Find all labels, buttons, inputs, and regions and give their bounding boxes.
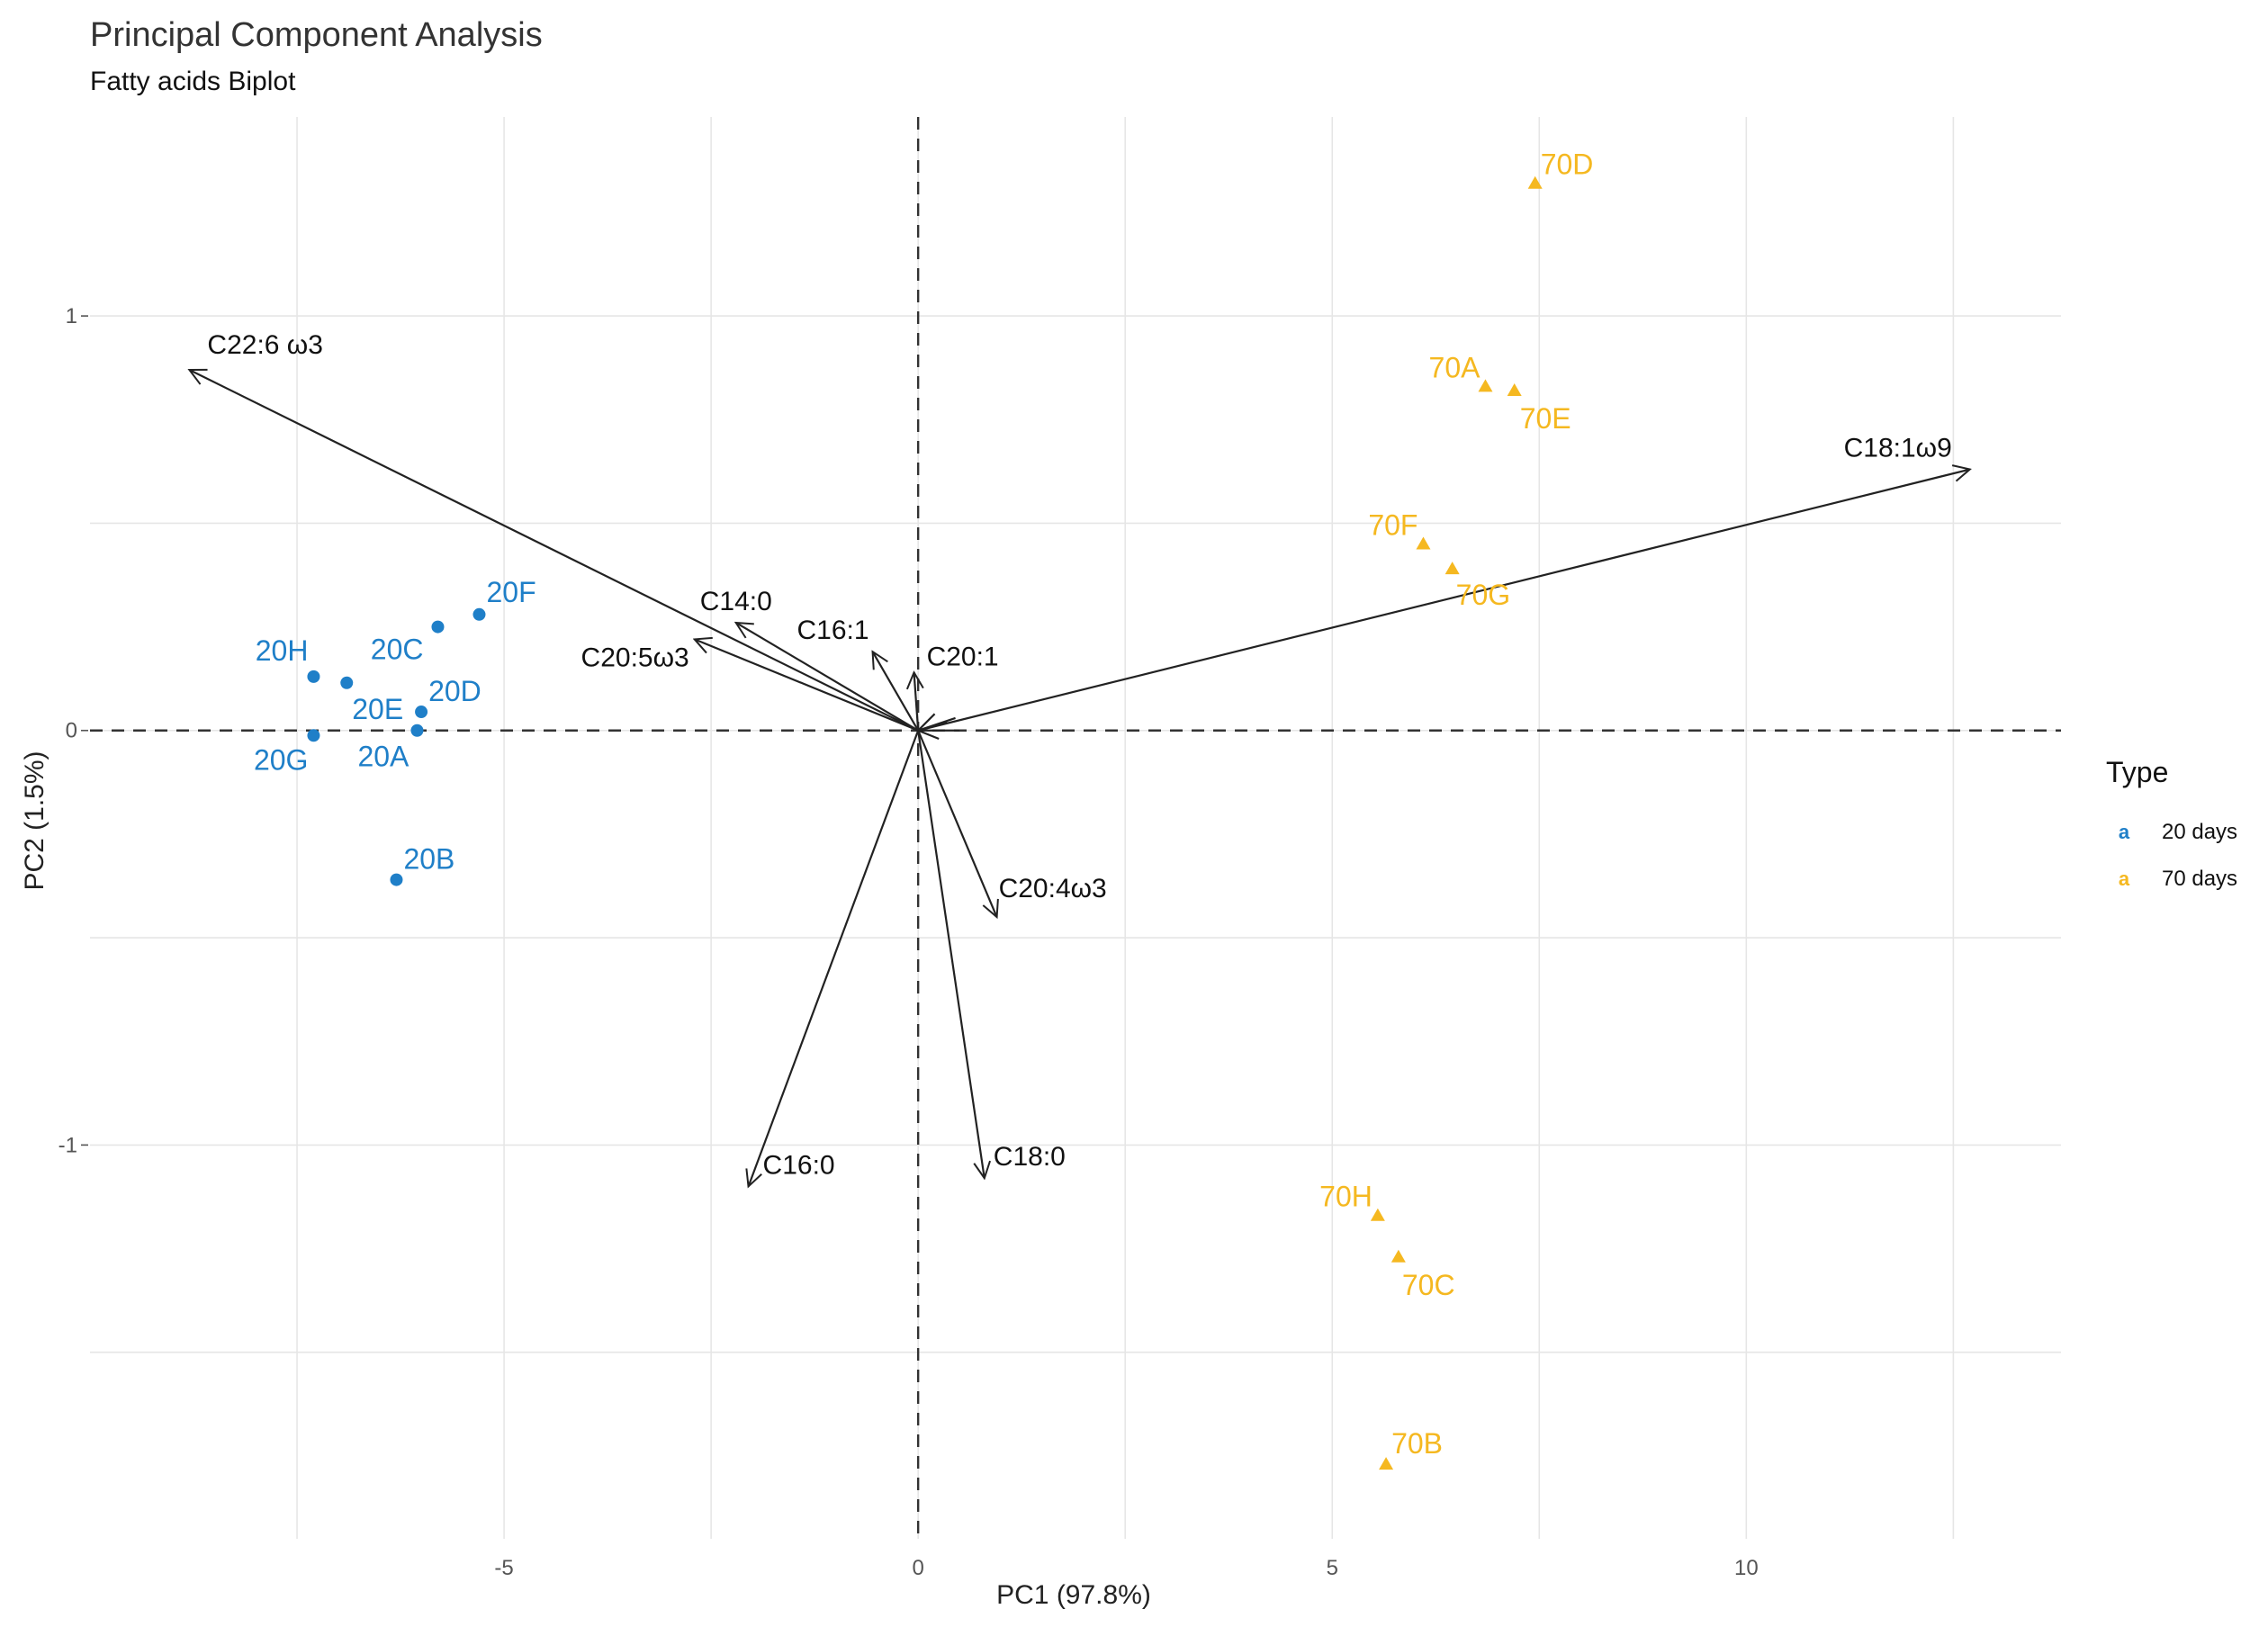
point-label: 20H: [256, 634, 309, 667]
point-marker: [1507, 383, 1522, 397]
chart-title: Principal Component Analysis: [90, 16, 543, 54]
x-axis-label: PC1 (97.8%): [996, 1580, 1151, 1610]
loading-label: C22:6 ω3: [207, 330, 323, 360]
point-marker: [1379, 1457, 1394, 1470]
legend-item-70-days: a 70 days: [2106, 856, 2237, 903]
reference-lines: [90, 117, 2061, 1539]
point-marker: [472, 607, 486, 621]
loading-arrow: [695, 639, 919, 732]
loading-arrow: [917, 730, 985, 1178]
point-marker: [307, 729, 320, 742]
loading-label: C20:1: [927, 642, 999, 671]
score-points: 20F 20C 20H 20E 20D 20A 20G 20B 70D 70A 70E 70F 70G 7…: [254, 148, 1593, 1470]
point-marker: [415, 706, 428, 719]
legend-title: Type: [2106, 756, 2169, 788]
loading-label: C16:0: [763, 1150, 835, 1180]
point-marker: [1390, 1249, 1406, 1263]
loading-label: C20:4ω3: [999, 874, 1107, 903]
point-marker: [1478, 379, 1493, 392]
legend-item-20-days: a 20 days: [2106, 809, 2237, 856]
x-tick-label: 10: [1734, 1556, 1759, 1580]
point-label: 20B: [403, 843, 454, 876]
loading-vectors: C22:6 ω3 C18:1ω9 C14:0 C20:5ω3 C16:1 C20:1 C20…: [189, 330, 1969, 1186]
point-label: 70A: [1429, 351, 1481, 383]
minor-loading-arrow: [917, 729, 940, 740]
loading-arrow: [917, 470, 1970, 732]
loading-label: C14:0: [700, 587, 772, 616]
y-axis-label: PC2 (1.5%): [20, 751, 50, 890]
loading-label: C20:5ω3: [581, 643, 689, 672]
loading-arrow: [873, 652, 920, 732]
legend-label-70-days: 70 days: [2162, 867, 2238, 891]
loading-arrow: [189, 370, 919, 732]
minor-loading-arrow: [917, 713, 936, 732]
point-label: 70C: [1402, 1269, 1455, 1301]
point-label: 70B: [1391, 1427, 1443, 1460]
chart-subtitle: Fatty acids Biplot: [90, 67, 296, 96]
x-tick-label: -5: [494, 1556, 513, 1580]
legend-label-20-days: 20 days: [2162, 820, 2238, 844]
legend-key-70-days: a: [2118, 867, 2130, 890]
point-marker: [431, 620, 445, 634]
point-marker: [340, 676, 354, 689]
point-label: 20A: [357, 741, 410, 773]
point-marker: [1416, 536, 1431, 550]
point-label: 70H: [1319, 1181, 1372, 1213]
loading-arrow: [917, 730, 996, 917]
point-label: 20E: [352, 693, 403, 725]
point-marker: [307, 670, 320, 683]
point-label: 20G: [254, 743, 308, 776]
x-tick-label: 5: [1327, 1556, 1338, 1580]
y-tick-label: 0: [66, 719, 77, 743]
y-tick-label: 1: [66, 304, 77, 328]
point-label: 20C: [371, 634, 424, 666]
legend: Type a 20 days a 70 days: [2106, 756, 2237, 903]
point-marker: [410, 724, 424, 737]
x-tick-label: 0: [912, 1556, 923, 1580]
point-marker: [390, 873, 403, 886]
point-label: 70D: [1541, 148, 1594, 181]
loading-arrow: [749, 730, 920, 1187]
point-marker: [1444, 562, 1460, 575]
point-marker: [1370, 1208, 1385, 1221]
loading-arrow: [914, 672, 919, 731]
point-label: 20D: [428, 675, 482, 707]
legend-key-20-days: a: [2118, 821, 2130, 843]
loading-label: C18:1ω9: [1844, 434, 1952, 463]
axes-layer: -5 0 5 10 -1 0 1: [58, 304, 1759, 1580]
point-marker: [1527, 175, 1543, 189]
point-label: 70G: [1456, 579, 1510, 611]
point-label: 70E: [1520, 402, 1571, 435]
point-label: 20F: [486, 576, 536, 608]
grid-layer: [90, 117, 2061, 1539]
loading-label: C18:0: [994, 1142, 1066, 1172]
point-label: 70F: [1368, 508, 1418, 541]
loading-label: C16:1: [796, 616, 868, 645]
y-tick-label: -1: [58, 1133, 77, 1157]
loading-arrow: [736, 623, 919, 732]
